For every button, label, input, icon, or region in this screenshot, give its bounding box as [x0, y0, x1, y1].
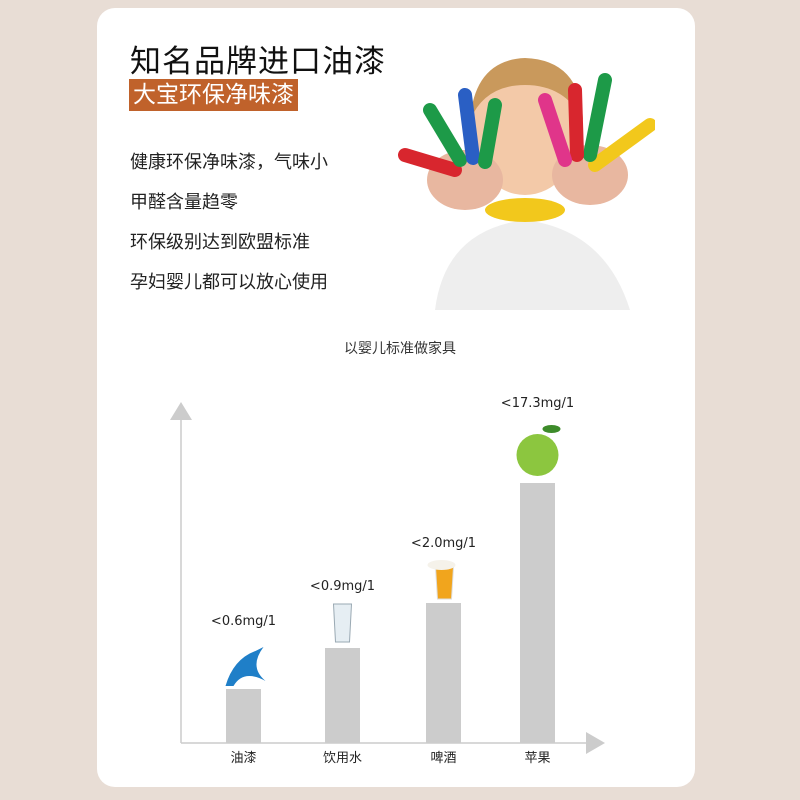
child-painted-hands-image	[395, 40, 655, 310]
bar-0	[226, 689, 261, 743]
feature-4: 孕妇婴儿都可以放心使用	[130, 272, 328, 293]
beer-glass-icon	[434, 566, 455, 600]
bar-3	[520, 483, 555, 743]
feature-2: 甲醛含量趋零	[130, 192, 238, 213]
bar-1	[325, 648, 360, 743]
paint-splash-icon	[225, 647, 266, 686]
x-axis-arrow	[586, 732, 605, 754]
page-title: 知名品牌进口油漆	[130, 44, 386, 80]
category-label: 饮用水	[323, 751, 362, 766]
value-label: <17.3mg/1	[501, 396, 574, 411]
y-axis-arrow	[170, 402, 192, 420]
feature-3: 环保级别达到欧盟标准	[130, 232, 310, 253]
water-glass-icon	[332, 603, 353, 643]
beer-foam	[427, 560, 456, 570]
feature-1: 健康环保净味漆，气味小	[130, 152, 328, 173]
category-label: 苹果	[524, 751, 550, 766]
chart-title: 以婴儿标准做家具	[344, 341, 456, 357]
value-label: <0.9mg/1	[310, 579, 375, 594]
category-label: 油漆	[230, 750, 256, 766]
brand-tag: 大宝环保净味漆	[129, 79, 298, 111]
bar-2	[426, 603, 461, 743]
apple-leaf	[542, 425, 561, 433]
apple-icon	[516, 434, 559, 476]
value-label: <0.6mg/1	[211, 614, 276, 629]
category-label: 啤酒	[430, 751, 456, 766]
value-label: <2.0mg/1	[411, 536, 476, 551]
